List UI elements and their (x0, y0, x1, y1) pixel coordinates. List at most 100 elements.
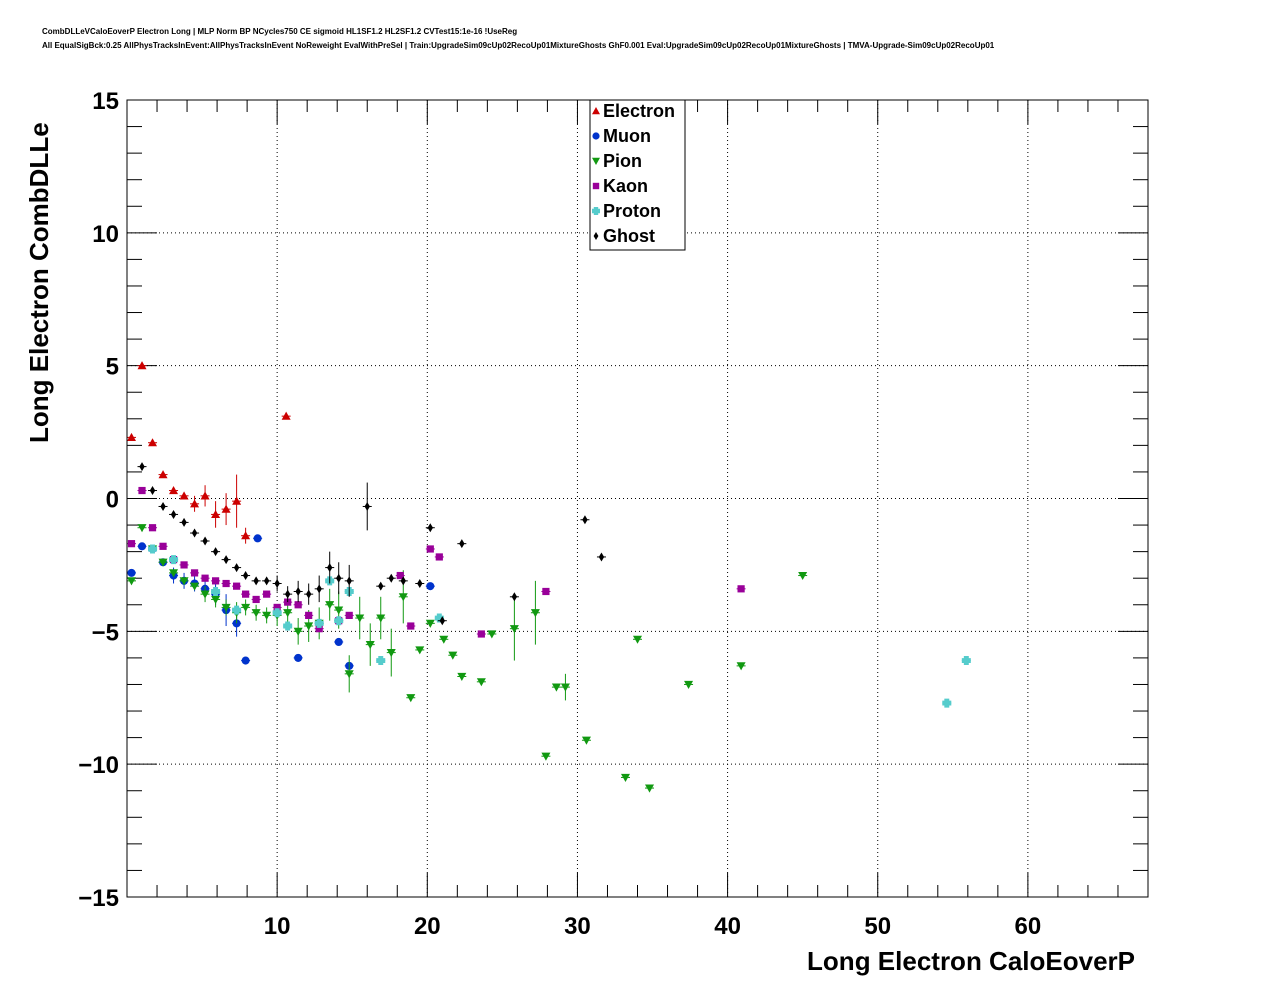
pion-point (645, 784, 655, 793)
muon-point (137, 542, 147, 551)
ghost-point (233, 563, 240, 573)
pion-point (221, 603, 231, 612)
ghost-point (598, 552, 605, 562)
legend-marker-electron (592, 107, 600, 115)
grid-lines (127, 100, 1148, 897)
kaon-point (294, 601, 302, 609)
electron-point (179, 491, 189, 500)
muon-point (294, 653, 303, 662)
x-tick-label: 20 (414, 913, 441, 940)
kaon-point (263, 590, 271, 598)
pion-point (344, 670, 354, 679)
pion-point (376, 614, 386, 623)
x-tick-label: 40 (714, 913, 741, 940)
y-tick-label: −15 (78, 885, 119, 912)
pion-point (560, 683, 570, 692)
legend-label-electron: Electron (603, 101, 675, 121)
ghost-point (459, 539, 465, 549)
pion-point (386, 648, 396, 658)
pion-point (293, 627, 303, 636)
kaon-point (180, 561, 188, 569)
pion-point (200, 590, 210, 599)
electron-point (211, 509, 221, 519)
ghost-point (160, 501, 166, 511)
ghost-point (149, 486, 156, 496)
pion-point (304, 622, 314, 631)
pion-point (158, 558, 168, 567)
electron-point (241, 531, 251, 540)
kaon-point (138, 486, 146, 495)
data-points (127, 361, 971, 793)
electron-point (148, 438, 158, 447)
kaon-point (222, 579, 230, 588)
electron-point (232, 496, 242, 505)
muon-point (241, 656, 250, 665)
y-tick-label: 0 (106, 487, 119, 514)
pion-point (448, 651, 458, 660)
pion-point (241, 603, 251, 612)
electron-point (281, 411, 291, 420)
kaon-point (242, 590, 250, 598)
pion-point (415, 646, 425, 655)
legend-label-pion: Pion (603, 151, 642, 171)
pion-point (334, 606, 344, 615)
kaon-point (426, 545, 434, 553)
ghost-point (181, 517, 187, 527)
pion-point (179, 577, 189, 586)
ghost-point (582, 515, 588, 525)
kaon-point (273, 603, 281, 612)
muon-point (127, 568, 136, 577)
pion-point (251, 609, 261, 618)
pion-point (541, 752, 551, 761)
kaon-point (345, 611, 353, 619)
electron-point (137, 361, 147, 370)
proton-point (961, 656, 971, 666)
pion-point (736, 662, 746, 671)
pion-point (476, 678, 486, 687)
kaon-point (477, 630, 485, 638)
y-tick-label: −5 (92, 619, 119, 646)
legend-marker-ghost (593, 232, 599, 240)
legend-box (589, 99, 686, 251)
chart-title-line1: CombDLLeVCaloEoverP Electron Long | MLP … (42, 27, 518, 36)
pion-point (581, 736, 591, 745)
ghost-point (139, 462, 145, 472)
electron-point (169, 486, 179, 495)
legend-marker-muon (592, 132, 600, 140)
pion-point (211, 595, 221, 604)
y-tick-label: 15 (92, 88, 119, 115)
pion-point (530, 609, 540, 618)
kaon-point (201, 574, 209, 582)
pion-point (633, 635, 642, 644)
pion-point (190, 582, 200, 591)
electron-point (127, 432, 137, 441)
pion-point (398, 593, 408, 602)
pion-point (684, 680, 694, 689)
legend-marker-proton (592, 207, 600, 215)
x-tick-label: 30 (564, 913, 591, 940)
y-tick-label: −10 (78, 752, 119, 779)
proton-point (942, 698, 952, 708)
ghost-point (253, 576, 259, 586)
electron-point (190, 499, 200, 508)
proton-point (211, 586, 221, 596)
pion-point (798, 571, 808, 581)
kaon-point (159, 542, 167, 550)
proton-point (314, 618, 324, 628)
proton-point (232, 605, 242, 615)
kaon-point (305, 611, 313, 619)
pion-point (169, 569, 179, 578)
x-tick-label: 10 (264, 913, 291, 940)
muon-point (334, 637, 343, 647)
ghost-point (295, 586, 301, 596)
legend-label-kaon: Kaon (603, 176, 648, 196)
pion-point (406, 694, 416, 703)
y-axis-label: Long Electron CombDLLe (24, 122, 54, 443)
ghost-point (417, 579, 423, 589)
electron-point (200, 491, 210, 500)
legend-label-proton: Proton (603, 201, 661, 221)
ghost-point (336, 573, 342, 583)
kaon-point (737, 585, 745, 593)
muon-point (426, 582, 435, 591)
kaon-point (148, 524, 157, 532)
